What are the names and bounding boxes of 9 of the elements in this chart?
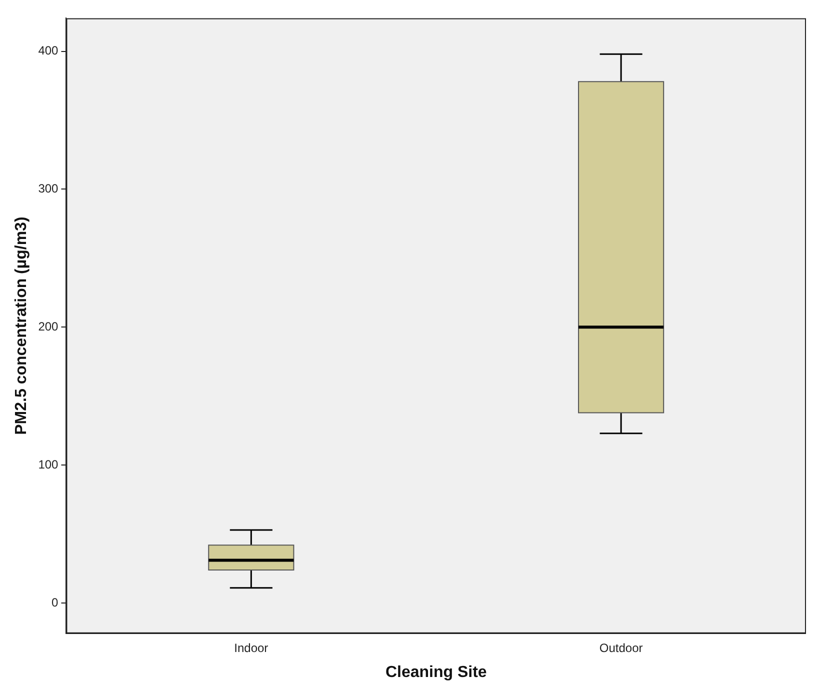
x-tick-label: Indoor — [234, 640, 268, 655]
x-axis-title: Cleaning Site — [385, 664, 487, 681]
y-tick-label: 0 — [52, 595, 59, 610]
y-tick-label: 400 — [38, 44, 59, 58]
y-tick-label: 300 — [38, 182, 59, 196]
y-tick-label: 200 — [38, 319, 59, 334]
y-axis-title: PM2.5 concentration (µg/m3) — [13, 216, 30, 435]
x-tick-label: Outdoor — [599, 640, 643, 655]
y-tick-label: 100 — [38, 457, 59, 472]
